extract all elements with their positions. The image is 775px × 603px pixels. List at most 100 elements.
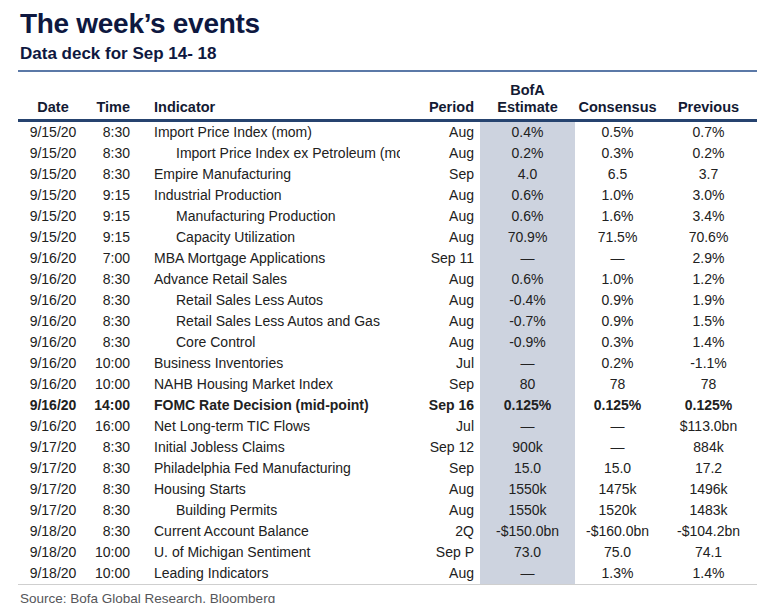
cell-period: Sep 16 [400, 395, 480, 416]
cell-date: 9/16/20 [18, 311, 88, 332]
cell-estimate: — [480, 353, 575, 374]
cell-consensus: 1.3% [575, 563, 660, 585]
cell-previous: 1.5% [660, 311, 757, 332]
cell-time: 8:30 [88, 521, 136, 542]
table-row: 9/17/20 8:30 Initial Jobless Claims Sep … [18, 437, 757, 458]
table-row: 9/15/20 9:15 Industrial Production Aug 0… [18, 185, 757, 206]
table-row: 9/16/20 10:00 Business Inventories Jul —… [18, 353, 757, 374]
cell-estimate: 900k [480, 437, 575, 458]
cell-date: 9/18/20 [18, 563, 88, 585]
header-indicator: Indicator [136, 76, 400, 121]
cell-date: 9/18/20 [18, 542, 88, 563]
cell-previous: 1483k [660, 500, 757, 521]
cell-period: Aug [400, 479, 480, 500]
cell-estimate: 1550k [480, 479, 575, 500]
table-row: 9/16/20 8:30 Advance Retail Sales Aug 0.… [18, 269, 757, 290]
cell-estimate: 0.4% [480, 121, 575, 144]
cell-time: 14:00 [88, 395, 136, 416]
cell-period: Aug [400, 269, 480, 290]
cell-period: Aug [400, 290, 480, 311]
cell-previous: 1.4% [660, 332, 757, 353]
cell-period: 2Q [400, 521, 480, 542]
cell-time: 9:15 [88, 206, 136, 227]
table-row: 9/17/20 8:30 Building Permits Aug 1550k … [18, 500, 757, 521]
cell-indicator: Housing Starts [136, 479, 400, 500]
cell-estimate: -$150.0bn [480, 521, 575, 542]
cell-consensus: 1.6% [575, 206, 660, 227]
cell-indicator: Current Account Balance [136, 521, 400, 542]
cell-period: Aug [400, 311, 480, 332]
cell-date: 9/17/20 [18, 479, 88, 500]
cell-previous: 0.2% [660, 143, 757, 164]
header-date: Date [18, 76, 88, 121]
table-row: 9/15/20 9:15 Capacity Utilization Aug 70… [18, 227, 757, 248]
header-bofa-line2: Estimate [480, 99, 575, 116]
cell-estimate: 70.9% [480, 227, 575, 248]
table-row: 9/17/20 8:30 Housing Starts Aug 1550k 14… [18, 479, 757, 500]
cell-consensus: 0.3% [575, 143, 660, 164]
cell-indicator: Philadelphia Fed Manufacturing [136, 458, 400, 479]
cell-consensus: 1.0% [575, 185, 660, 206]
cell-indicator: Industrial Production [136, 185, 400, 206]
table-row: 9/16/20 16:00 Net Long-term TIC Flows Ju… [18, 416, 757, 437]
cell-time: 16:00 [88, 416, 136, 437]
cell-indicator: Retail Sales Less Autos and Gas [136, 311, 400, 332]
cell-indicator: Advance Retail Sales [136, 269, 400, 290]
cell-consensus: 78 [575, 374, 660, 395]
page: The week’s events Data deck for Sep 14- … [0, 0, 775, 603]
table-header: Date Time Indicator Period BofA Estimate… [18, 76, 757, 121]
cell-date: 9/17/20 [18, 437, 88, 458]
events-table: Date Time Indicator Period BofA Estimate… [18, 76, 757, 585]
cell-indicator: FOMC Rate Decision (mid-point) [136, 395, 400, 416]
cell-time: 8:30 [88, 311, 136, 332]
cell-consensus: 0.125% [575, 395, 660, 416]
cell-estimate: 0.6% [480, 206, 575, 227]
cell-time: 10:00 [88, 563, 136, 585]
cell-period: Sep [400, 458, 480, 479]
cell-time: 7:00 [88, 248, 136, 269]
cell-consensus: 1.0% [575, 269, 660, 290]
cell-period: Sep [400, 164, 480, 185]
cell-date: 9/16/20 [18, 416, 88, 437]
table-body: 9/15/20 8:30 Import Price Index (mom) Au… [18, 121, 757, 585]
cell-indicator: Import Price Index (mom) [136, 121, 400, 144]
table-row: 9/18/20 10:00 U. of Michigan Sentiment S… [18, 542, 757, 563]
cell-time: 8:30 [88, 269, 136, 290]
cell-time: 8:30 [88, 164, 136, 185]
cell-period: Sep 11 [400, 248, 480, 269]
cell-previous: -1.1% [660, 353, 757, 374]
cell-estimate: 0.2% [480, 143, 575, 164]
cell-time: 8:30 [88, 332, 136, 353]
cell-period: Aug [400, 206, 480, 227]
cell-period: Aug [400, 185, 480, 206]
table-row: 9/18/20 8:30 Current Account Balance 2Q … [18, 521, 757, 542]
cell-estimate: 0.125% [480, 395, 575, 416]
cell-period: Aug [400, 143, 480, 164]
cell-time: 9:15 [88, 185, 136, 206]
cell-estimate: — [480, 248, 575, 269]
header-bofa-line1: BofA [480, 82, 575, 99]
cell-period: Aug [400, 332, 480, 353]
cell-estimate: — [480, 416, 575, 437]
cell-indicator: Core Control [136, 332, 400, 353]
cell-consensus: 75.0 [575, 542, 660, 563]
cell-time: 8:30 [88, 121, 136, 144]
cell-date: 9/16/20 [18, 395, 88, 416]
cell-date: 9/18/20 [18, 521, 88, 542]
cell-time: 10:00 [88, 542, 136, 563]
cell-consensus: 6.5 [575, 164, 660, 185]
table-row: 9/16/20 10:00 NAHB Housing Market Index … [18, 374, 757, 395]
cell-date: 9/16/20 [18, 353, 88, 374]
cell-previous: 1.9% [660, 290, 757, 311]
cell-previous: 2.9% [660, 248, 757, 269]
cell-date: 9/15/20 [18, 164, 88, 185]
table-row: 9/16/20 8:30 Retail Sales Less Autos and… [18, 311, 757, 332]
cell-estimate: -0.9% [480, 332, 575, 353]
cell-estimate: -0.7% [480, 311, 575, 332]
cell-date: 9/16/20 [18, 332, 88, 353]
cell-date: 9/17/20 [18, 500, 88, 521]
cell-previous: $113.0bn [660, 416, 757, 437]
cell-previous: 0.7% [660, 121, 757, 144]
cell-previous: 0.125% [660, 395, 757, 416]
header-time: Time [88, 76, 136, 121]
